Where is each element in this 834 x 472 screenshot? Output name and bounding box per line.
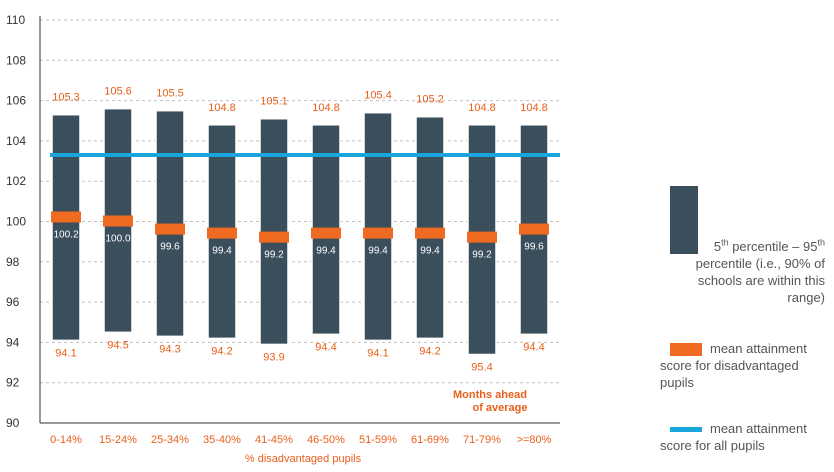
category-label: 41-45% xyxy=(255,434,293,446)
category-label: 61-69% xyxy=(411,434,449,446)
mean-value-label: 99.6 xyxy=(524,242,544,253)
y-axis-ticks: 90 92 94 96 98 100 102 104 106 108 110 xyxy=(6,13,26,430)
y-tick-label: 102 xyxy=(6,174,26,188)
axes xyxy=(39,16,560,424)
mean-marker xyxy=(519,223,549,235)
mean-value-label: 100.0 xyxy=(105,234,130,245)
top-value-label: 105.2 xyxy=(416,94,444,106)
mean-marker xyxy=(259,231,289,243)
range-bar xyxy=(259,117,289,346)
annotation-line-2: of average xyxy=(472,402,527,414)
bottom-value-label: 94.5 xyxy=(107,339,128,351)
mean-value-label: 99.4 xyxy=(212,246,232,257)
legend-mean-swatch xyxy=(670,343,702,356)
range-bar xyxy=(415,115,445,340)
top-value-label: 104.8 xyxy=(312,102,340,114)
top-value-label: 104.8 xyxy=(208,102,236,114)
mean-marker xyxy=(467,231,497,243)
y-tick-label: 108 xyxy=(6,53,26,67)
legend-all-pupils-text: mean attainment score for all pupils xyxy=(660,421,807,453)
y-tick-label: 104 xyxy=(6,134,26,148)
mean-value-label: 99.6 xyxy=(160,242,180,253)
range-bar xyxy=(363,111,393,342)
bottom-value-label: 94.2 xyxy=(419,345,440,357)
mean-marker xyxy=(415,227,445,239)
legend-mean-text: mean attainment score for disadvantaged … xyxy=(660,341,807,390)
mean-value-label: 100.2 xyxy=(53,229,78,240)
bottom-value-label: 94.2 xyxy=(211,345,232,357)
mean-marker xyxy=(51,211,81,223)
range-bar xyxy=(155,109,185,338)
annotation-line-1: Months ahead xyxy=(453,389,527,401)
top-value-label: 105.1 xyxy=(260,96,288,108)
category-label: 15-24% xyxy=(99,434,137,446)
category-label: 46-50% xyxy=(307,434,345,446)
mean-value-label: 99.2 xyxy=(472,250,492,261)
y-tick-label: 100 xyxy=(6,215,26,229)
mean-marker xyxy=(207,227,237,239)
legend-range-swatch xyxy=(670,186,698,254)
y-tick-label: 90 xyxy=(6,416,20,430)
bottom-value-label: 95.4 xyxy=(471,361,492,373)
top-value-label: 105.3 xyxy=(52,92,80,104)
mean-value-label: 99.2 xyxy=(264,250,284,261)
y-tick-label: 110 xyxy=(6,13,25,27)
bottom-value-label: 94.1 xyxy=(367,347,388,359)
y-tick-label: 92 xyxy=(6,376,20,390)
bottom-value-label: 94.4 xyxy=(315,341,336,353)
bottom-value-label: 93.9 xyxy=(263,351,284,363)
bottom-value-label: 94.1 xyxy=(55,347,76,359)
bottom-value-label: 94.4 xyxy=(523,341,544,353)
y-tick-label: 106 xyxy=(6,94,26,108)
mean-marker xyxy=(311,227,341,239)
category-label: 25-34% xyxy=(151,434,189,446)
mean-marker xyxy=(103,215,133,227)
category-label: 51-59% xyxy=(359,434,397,446)
mean-marker xyxy=(155,223,185,235)
mean-value-label: 99.4 xyxy=(368,246,388,257)
mean-value-label: 99.4 xyxy=(420,246,440,257)
y-tick-label: 94 xyxy=(6,335,20,349)
legend-range-text: 5th percentile – 95th percentile (i.e., … xyxy=(695,237,825,305)
bottom-value-label: 94.3 xyxy=(159,343,180,355)
mean-value-label: 99.4 xyxy=(316,246,336,257)
top-value-label: 105.5 xyxy=(156,88,184,100)
percentile-bars xyxy=(51,107,549,356)
top-value-label: 104.8 xyxy=(520,102,548,114)
legend-all-pupils-swatch xyxy=(670,427,702,432)
x-axis-categories: 0-14% 15-24% 25-34% 35-40% 41-45% 46-50% 51-59… xyxy=(50,434,552,446)
range-bar xyxy=(51,113,81,342)
mean-marker xyxy=(363,227,393,239)
category-label: 35-40% xyxy=(203,434,241,446)
top-value-label: 104.8 xyxy=(468,102,496,114)
category-label: 0-14% xyxy=(50,434,82,446)
top-value-label: 105.4 xyxy=(364,90,392,102)
y-tick-label: 98 xyxy=(6,255,20,269)
x-axis-label: % disadvantaged pupils xyxy=(245,453,362,465)
y-tick-label: 96 xyxy=(6,295,20,309)
top-value-label: 105.6 xyxy=(104,86,132,98)
category-label: >=80% xyxy=(517,434,552,446)
category-label: 71-79% xyxy=(463,434,501,446)
value-labels: 105.3 94.1 100.2 105.6 94.5 100.0 105.5 94.3 99.… xyxy=(52,86,548,374)
